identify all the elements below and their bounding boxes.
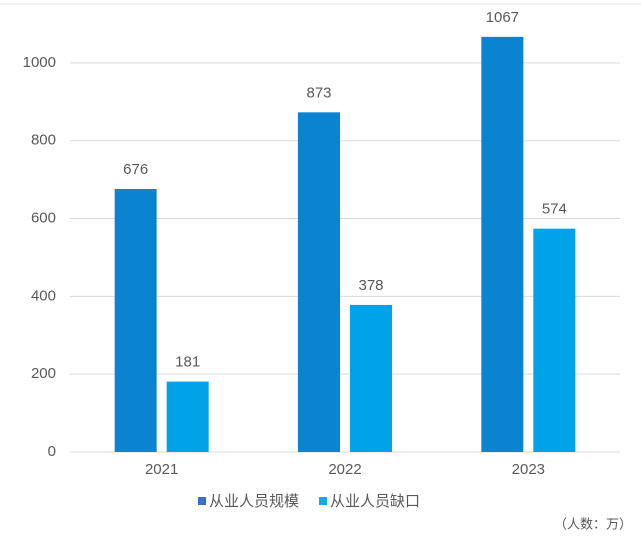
value-label: 181 — [175, 354, 200, 371]
y-tick-label: 0 — [48, 443, 56, 460]
value-label: 873 — [306, 84, 331, 101]
y-tick-label: 400 — [31, 287, 56, 304]
legend-marker — [198, 497, 206, 505]
legend-marker — [319, 497, 328, 505]
bar — [350, 304, 392, 452]
x-tick-label: 2022 — [328, 461, 361, 478]
legend-label: 从业人员规模 — [209, 493, 299, 510]
x-tick-label: 2021 — [145, 461, 178, 478]
y-tick-label: 1000 — [23, 54, 56, 71]
legend-label: 从业人员缺口 — [330, 493, 420, 510]
bar — [481, 36, 524, 453]
y-tick-label: 200 — [31, 365, 56, 382]
bar — [298, 112, 340, 452]
y-tick-label: 600 — [31, 210, 56, 227]
bar — [166, 381, 209, 452]
value-label: 676 — [123, 161, 148, 178]
bar — [114, 188, 157, 452]
x-tick-label: 2023 — [512, 461, 545, 478]
value-label: 574 — [542, 201, 567, 218]
bar — [533, 228, 576, 452]
unit-note: （人数：万） — [554, 516, 632, 531]
value-label: 1067 — [486, 9, 519, 26]
y-tick-label: 800 — [31, 132, 56, 149]
value-label: 378 — [358, 277, 383, 294]
